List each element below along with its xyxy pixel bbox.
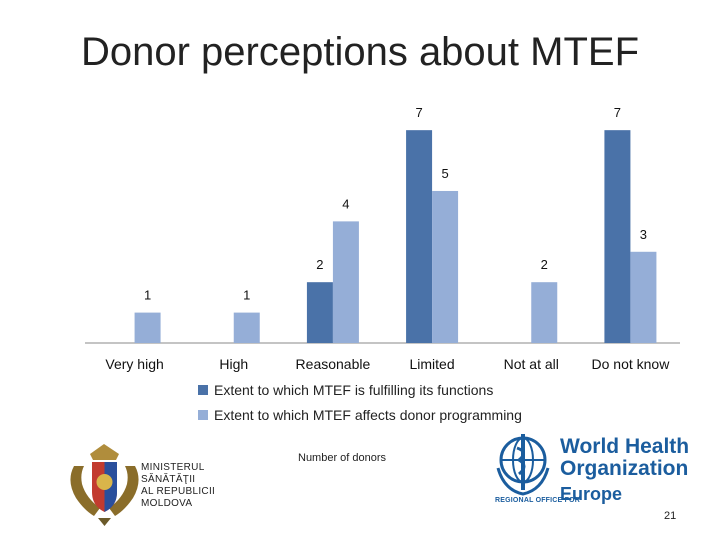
bar-series-2 [630,251,657,343]
ministry-name: MINISTERUL SĂNĂTĂŢII AL REPUBLICII MOLDO… [141,462,215,510]
who-regional-office: REGIONAL OFFICE FOR [495,497,580,504]
who-region: Europe [560,484,623,504]
who-logo-text: World Health Organization Europe [560,436,689,505]
page-number: 21 [664,510,677,522]
bar-series-1 [604,130,631,343]
x-tick-label: Do not know [592,356,671,372]
x-tick-label: Reasonable [296,356,371,372]
x-tick-label: Not at all [504,356,559,372]
x-tick-label: Very high [105,356,163,372]
legend-swatch-series-2 [198,410,208,420]
ministry-line: AL REPUBLICII [141,486,216,497]
legend-item-series-1: Extent to which MTEF is fulfilling its f… [198,382,493,398]
data-label-series-1: 7 [614,105,621,120]
bar-series-1 [306,282,333,343]
data-label-series-2: 4 [342,196,349,211]
x-tick-label: High [219,356,248,372]
bar-chart: 1 Very high 1 High 2 4 Reasonable 7 5 Limited 2 Not… [85,105,680,372]
who-emblem-icon [496,434,550,496]
slide-title: Donor perceptions about MTEF [80,30,640,74]
ministry-line: MOLDOVA [141,498,193,509]
data-label-series-1: 7 [415,105,422,120]
legend-label-series-2: Extent to which MTEF affects donor progr… [214,407,522,423]
bar-series-2 [531,282,558,343]
data-label-series-2: 2 [541,257,548,272]
data-label-series-2: 1 [243,288,250,303]
legend-label-series-1: Extent to which MTEF is fulfilling its f… [214,382,494,398]
data-label-series-2: 1 [144,288,151,303]
bar-series-1 [406,130,433,343]
data-label-series-1: 2 [316,257,323,272]
ministry-line: MINISTERUL [141,462,205,473]
bar-series-2 [134,312,161,343]
data-label-series-2: 5 [441,166,448,181]
moldova-coat-of-arms-icon [70,444,139,526]
legend-swatch-series-1 [198,385,208,395]
who-name-line1: World Health [560,435,690,458]
bar-series-2 [233,312,260,343]
x-tick-label: Limited [410,356,455,372]
ministry-line: SĂNĂTĂŢII [141,474,196,485]
chart-caption: Number of donors [298,452,387,464]
who-name-line2: Organization [560,457,689,480]
legend-item-series-2: Extent to which MTEF affects donor progr… [198,407,522,423]
bar-series-2 [432,190,459,343]
bar-series-2 [332,221,359,343]
data-label-series-2: 3 [640,227,647,242]
